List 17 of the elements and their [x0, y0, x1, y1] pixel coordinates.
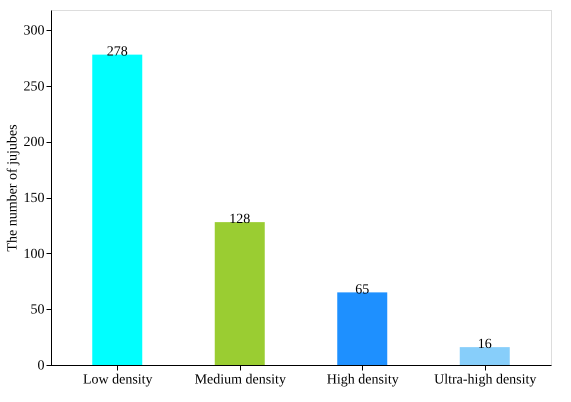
data-label: 16 [478, 337, 492, 352]
y-tick-label: 0 [38, 358, 44, 374]
y-tick-label: 150 [24, 191, 44, 206]
y-tick-label: 100 [24, 246, 44, 262]
y-tick-label: 250 [24, 79, 44, 94]
bar [92, 54, 142, 365]
bar [337, 292, 388, 365]
x-tick-label: Ultra-high density [434, 372, 536, 388]
x-tick-label: Medium density [194, 372, 286, 388]
y-tick-label: 200 [24, 135, 44, 150]
y-tick-label: 50 [30, 302, 44, 318]
y-tick-label: 300 [24, 24, 44, 39]
bar [460, 347, 510, 365]
y-axis-title: The number of jujubes [6, 124, 20, 252]
bar [214, 222, 265, 365]
x-tick-label: Low density [82, 372, 153, 388]
x-tick-label: High density [326, 372, 399, 388]
